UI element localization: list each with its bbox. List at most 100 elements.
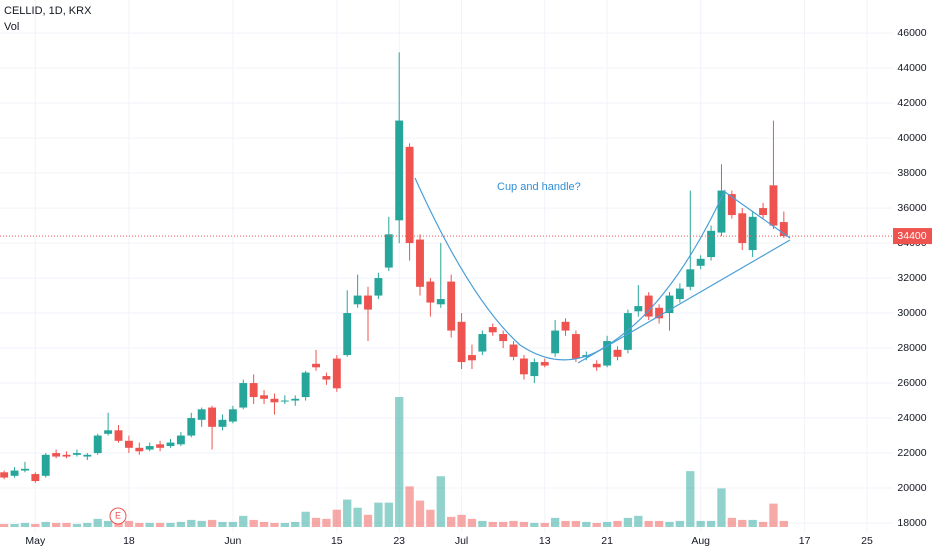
- volume-bar: [135, 522, 144, 527]
- volume-bar: [457, 514, 466, 527]
- volume-bar: [654, 520, 664, 527]
- candle-body: [436, 299, 445, 305]
- y-tick-label: 30000: [897, 307, 926, 319]
- volume-bar: [259, 521, 269, 527]
- x-tick-label: 23: [393, 535, 405, 547]
- y-tick-label: 44000: [897, 62, 926, 74]
- y-tick-label: 40000: [897, 132, 926, 144]
- candle-body: [249, 383, 258, 398]
- candle-body: [769, 185, 778, 226]
- candle-body: [384, 234, 393, 268]
- candle-body: [114, 430, 123, 441]
- candle-body: [530, 362, 539, 377]
- y-tick-label: 32000: [897, 272, 926, 284]
- candle-body: [124, 440, 133, 448]
- x-tick-label: 13: [539, 535, 551, 547]
- volume-bar: [145, 522, 154, 527]
- volume-bar: [779, 520, 789, 527]
- x-tick-label: Aug: [691, 535, 710, 547]
- y-tick-label: 42000: [897, 97, 926, 109]
- candle-body: [655, 307, 664, 319]
- x-tick-label: May: [25, 535, 46, 547]
- candle-body: [20, 468, 29, 471]
- volume-bar: [103, 520, 113, 527]
- candle-body: [665, 295, 674, 314]
- volume-bar: [748, 519, 757, 527]
- candle-body: [623, 313, 632, 350]
- earnings-label: E: [115, 510, 121, 520]
- volume-bar: [197, 520, 206, 527]
- candle-body: [10, 470, 19, 476]
- volume-bar: [758, 521, 768, 527]
- candle-body: [166, 442, 175, 447]
- volume-bar: [675, 520, 685, 527]
- candle-body: [83, 454, 92, 457]
- volume-bar: [582, 521, 591, 527]
- volume-bar: [10, 523, 19, 527]
- candle-body: [374, 278, 383, 296]
- volume-bar: [550, 517, 560, 527]
- volume-bar: [623, 517, 633, 527]
- candle-body: [135, 447, 144, 452]
- earnings-marker[interactable]: [109, 507, 127, 525]
- y-tick-label: 36000: [897, 202, 926, 214]
- candle-body: [41, 454, 50, 476]
- y-tick-label: 24000: [897, 412, 926, 424]
- candle-body: [426, 281, 435, 303]
- volume-bar: [769, 503, 778, 527]
- volume-bar: [155, 522, 165, 527]
- volume-bar: [706, 520, 716, 527]
- y-tick-label: 18000: [897, 517, 926, 529]
- candle-body: [468, 355, 476, 361]
- candle-body: [312, 363, 320, 368]
- y-tick-label: 20000: [897, 482, 926, 494]
- y-tick-label: 26000: [897, 377, 926, 389]
- volume-bar: [207, 519, 217, 527]
- candle-body: [571, 334, 580, 359]
- candle-body: [509, 344, 518, 357]
- volume-bar: [311, 517, 321, 527]
- candle-body: [31, 474, 40, 482]
- volume-bar: [228, 521, 238, 527]
- candle-body: [72, 453, 81, 455]
- x-tick-label: 15: [331, 535, 343, 547]
- volume-bar: [124, 520, 134, 527]
- y-tick-label: 28000: [897, 342, 926, 354]
- y-tick-label: 38000: [897, 167, 926, 179]
- candle-body: [613, 349, 622, 357]
- volume-bar: [530, 522, 539, 527]
- candle-body: [447, 281, 456, 331]
- volume-bar: [322, 518, 331, 527]
- price-label: 34400: [897, 230, 926, 242]
- volume-bar: [415, 500, 425, 527]
- candle-body: [696, 258, 705, 266]
- candle-body: [322, 376, 331, 380]
- x-tick-label: 21: [601, 535, 613, 547]
- volume-bar: [405, 486, 414, 527]
- candle-body: [301, 372, 310, 398]
- candle-body: [176, 435, 185, 445]
- volume-bar: [384, 502, 393, 527]
- volume-bar: [291, 521, 300, 527]
- x-tick-label: 18: [123, 535, 135, 547]
- candle-body: [364, 295, 372, 310]
- candle-body: [478, 334, 487, 352]
- volume-bar: [218, 521, 227, 527]
- volume-bar: [540, 522, 549, 527]
- candle-body: [156, 444, 165, 448]
- volume-bar: [727, 517, 737, 527]
- y-tick-label: 22000: [897, 447, 926, 459]
- volume-bar: [644, 520, 653, 527]
- volume-bar: [436, 476, 445, 527]
- price-label-box: [893, 228, 932, 245]
- volume-bar: [249, 519, 258, 527]
- volume-bar: [592, 522, 601, 527]
- volume-bar: [488, 521, 497, 527]
- volume-bar: [665, 521, 674, 527]
- candle-body: [644, 295, 653, 317]
- chart-title: CELLID, 1D, KRX: [4, 5, 92, 17]
- candle-body: [675, 288, 684, 300]
- candle-body: [738, 213, 747, 244]
- cup-drawing: [414, 177, 726, 361]
